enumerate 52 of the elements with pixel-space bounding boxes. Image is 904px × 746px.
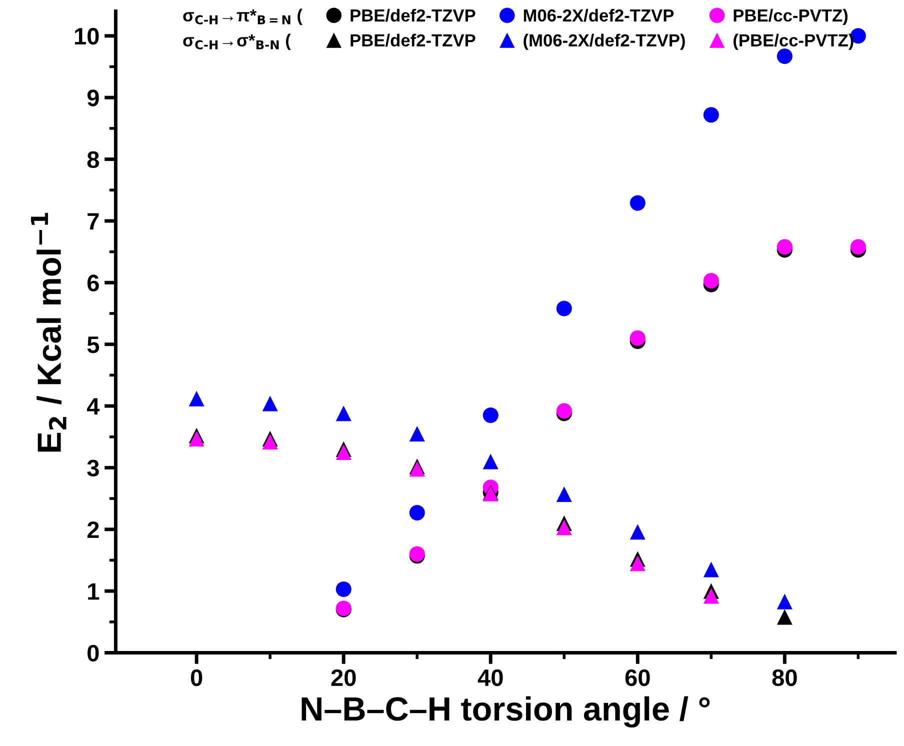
point bbox=[262, 434, 278, 450]
point bbox=[336, 406, 352, 422]
point bbox=[482, 454, 498, 470]
annotation: σ$_{C-H}$→π*$_{B=N}$ ( bbox=[183, 8, 302, 25]
y-tick-label: 6 bbox=[87, 274, 99, 292]
x-tick-label: 20 bbox=[331, 669, 356, 686]
point bbox=[776, 609, 792, 625]
y-tick-label: 3 bbox=[87, 460, 99, 477]
point bbox=[630, 556, 646, 572]
y-tick-label: 2 bbox=[87, 521, 99, 538]
x-tick-label: 80 bbox=[772, 669, 797, 686]
point bbox=[776, 239, 792, 255]
legend-label: (M06-2X/def2-TZVP) bbox=[524, 34, 685, 50]
point bbox=[630, 330, 646, 346]
point bbox=[556, 486, 572, 502]
y-tick-label: 5 bbox=[87, 336, 100, 354]
point bbox=[703, 107, 719, 123]
legend-label: PBE/def2-TZVP bbox=[350, 8, 476, 22]
point bbox=[703, 562, 719, 578]
legend-label: (PBE/cc-PVTZ) bbox=[734, 34, 854, 50]
point bbox=[482, 407, 498, 424]
annotation: σ$_{C-H}$→σ*$_{B-N}$ ( bbox=[183, 34, 291, 50]
point bbox=[556, 520, 572, 536]
x-axis-title: N–B–C–H torsion angle / ° bbox=[302, 696, 710, 728]
point bbox=[703, 588, 719, 604]
x-tick-label: 40 bbox=[478, 669, 503, 686]
point bbox=[776, 594, 792, 610]
legend-label: M06-2X/def2-TZVP bbox=[524, 8, 674, 22]
y-tick-label: 9 bbox=[87, 90, 99, 106]
y-tick-label: 10 bbox=[74, 28, 99, 45]
y-tick-label: 8 bbox=[87, 151, 100, 168]
y-tick-label: 7 bbox=[88, 213, 99, 230]
y-tick-label: 0 bbox=[88, 644, 99, 662]
point bbox=[630, 524, 646, 540]
point bbox=[188, 430, 204, 446]
x-tick-label: 60 bbox=[625, 669, 650, 686]
y-tick-label: 1 bbox=[88, 583, 100, 600]
point bbox=[336, 444, 352, 460]
point bbox=[703, 273, 719, 289]
point bbox=[188, 390, 204, 406]
legend-label: PBE/def2-TZVP bbox=[350, 34, 476, 47]
y-axis-title: E$_{2}$ / Kcal mol$^{−1}$ bbox=[31, 212, 66, 452]
point bbox=[409, 426, 425, 442]
y-tick-label: 4 bbox=[86, 398, 100, 415]
point bbox=[630, 195, 646, 211]
x-tick-label: 0 bbox=[190, 669, 202, 686]
point bbox=[556, 300, 572, 316]
legend-label: PBE/cc-PVTZ) bbox=[734, 8, 848, 26]
point bbox=[262, 396, 278, 412]
point bbox=[409, 504, 425, 520]
point bbox=[850, 239, 866, 255]
point bbox=[336, 581, 352, 597]
